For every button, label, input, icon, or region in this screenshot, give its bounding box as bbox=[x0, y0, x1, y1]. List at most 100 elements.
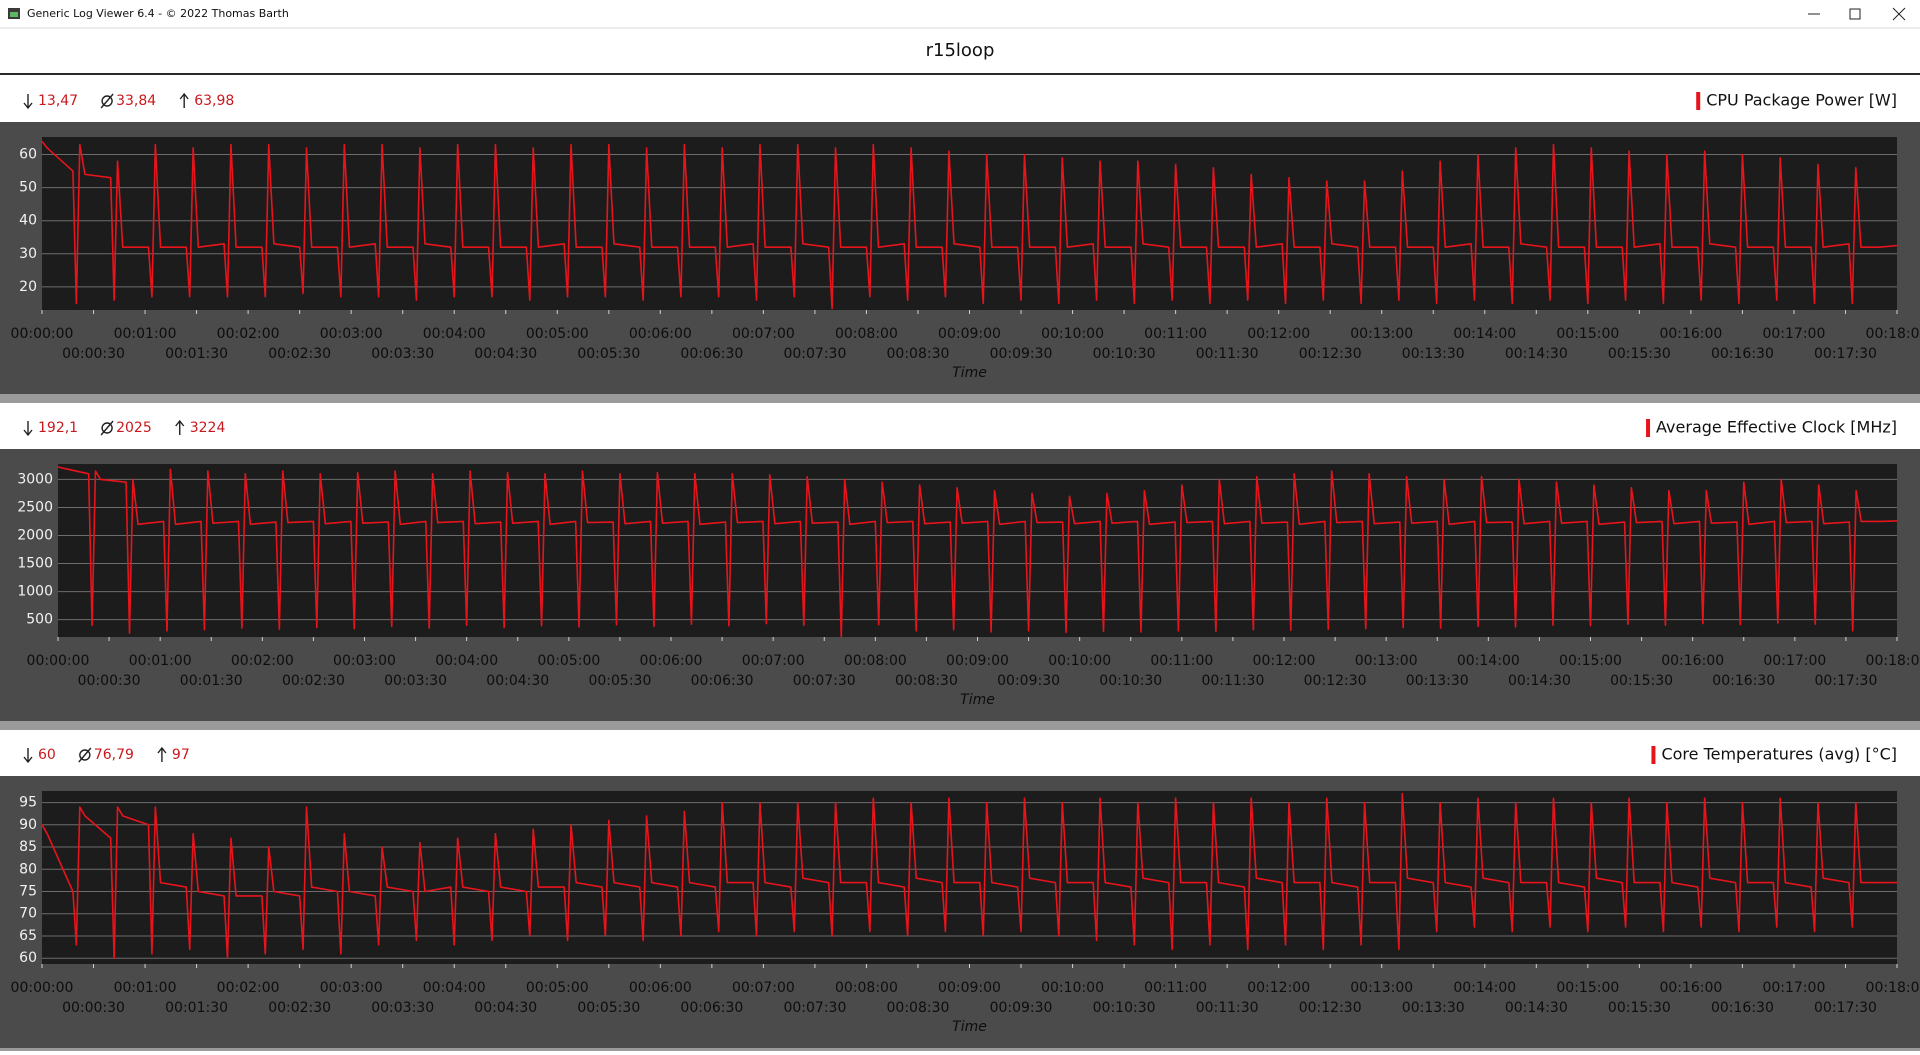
close-button[interactable] bbox=[1892, 7, 1906, 21]
x-tick-label: 00:15:30 bbox=[1610, 673, 1673, 689]
x-tick-label: 00:05:30 bbox=[577, 346, 640, 362]
y-tick-label: 500 bbox=[26, 612, 53, 628]
x-tick-label: 00:14:30 bbox=[1505, 346, 1568, 362]
x-tick-label: 00:15:30 bbox=[1608, 1000, 1671, 1016]
y-tick-label: 85 bbox=[19, 839, 37, 855]
stat-min: 13,47 bbox=[38, 93, 78, 109]
x-tick-label: 00:14:00 bbox=[1453, 980, 1516, 996]
x-tick-label: 00:05:30 bbox=[577, 1000, 640, 1016]
legend-marker bbox=[1646, 419, 1651, 437]
y-tick-label: 40 bbox=[19, 213, 37, 229]
x-tick-label: 00:13:30 bbox=[1402, 1000, 1465, 1016]
x-tick-label: 00:00:00 bbox=[27, 653, 90, 669]
x-tick-label: 00:16:00 bbox=[1659, 980, 1722, 996]
avg-symbol bbox=[101, 95, 113, 107]
x-tick-label: 00:04:00 bbox=[423, 326, 486, 342]
x-tick-label: 00:13:00 bbox=[1350, 980, 1413, 996]
x-tick-label: 00:07:30 bbox=[793, 673, 856, 689]
min-arrow bbox=[23, 748, 33, 764]
stat-avg: 2025 bbox=[116, 420, 152, 436]
header-border bbox=[0, 73, 1920, 75]
plot-area bbox=[42, 791, 1897, 964]
max-arrow bbox=[175, 419, 185, 435]
x-tick-label: 00:05:30 bbox=[588, 673, 651, 689]
x-tick-label: 00:01:00 bbox=[114, 980, 177, 996]
x-tick-label: 00:14:30 bbox=[1505, 1000, 1568, 1016]
legend-marker bbox=[1651, 746, 1656, 764]
x-tick-label: 00:15:00 bbox=[1556, 326, 1619, 342]
x-tick-label: 00:09:30 bbox=[990, 1000, 1053, 1016]
y-tick-label: 30 bbox=[19, 246, 37, 262]
x-tick-label: 00:08:00 bbox=[835, 980, 898, 996]
avg-symbol-slash bbox=[100, 420, 114, 436]
x-tick-label: 00:04:30 bbox=[474, 346, 537, 362]
x-tick-label: 00:16:00 bbox=[1659, 326, 1722, 342]
x-tick-label: 00:09:00 bbox=[946, 653, 1009, 669]
y-tick-label: 20 bbox=[19, 279, 37, 295]
x-tick-label: 00:00:00 bbox=[11, 326, 74, 342]
x-tick-label: 00:08:30 bbox=[895, 673, 958, 689]
stats-bar bbox=[0, 76, 1920, 122]
x-tick-label: 00:17:00 bbox=[1763, 653, 1826, 669]
x-tick-label: 00:01:30 bbox=[165, 1000, 228, 1016]
x-tick-label: 00:03:30 bbox=[384, 673, 447, 689]
legend-marker bbox=[1696, 92, 1701, 110]
x-tick-label: 00:06:00 bbox=[640, 653, 703, 669]
x-tick-label: 00:00:30 bbox=[62, 346, 125, 362]
x-tick-label: 00:14:00 bbox=[1457, 653, 1520, 669]
x-tick-label: 00:13:00 bbox=[1355, 653, 1418, 669]
x-tick-label: 00:03:30 bbox=[371, 1000, 434, 1016]
x-tick-label: 00:02:00 bbox=[217, 326, 280, 342]
x-tick-label: 00:18:00 bbox=[1866, 326, 1920, 342]
x-tick-label: 00:03:00 bbox=[333, 653, 396, 669]
maximize-button[interactable] bbox=[1849, 8, 1861, 20]
x-tick-label: 00:16:30 bbox=[1712, 673, 1775, 689]
x-tick-label: 00:17:00 bbox=[1762, 980, 1825, 996]
x-tick-label: 00:08:30 bbox=[887, 346, 950, 362]
x-tick-label: 00:06:30 bbox=[680, 1000, 743, 1016]
x-tick-label: 00:09:00 bbox=[938, 326, 1001, 342]
x-tick-label: 00:10:00 bbox=[1041, 980, 1104, 996]
stat-min: 192,1 bbox=[38, 420, 78, 436]
x-tick-label: 00:05:00 bbox=[537, 653, 600, 669]
x-tick-label: 00:01:00 bbox=[129, 653, 192, 669]
plot-area bbox=[58, 464, 1897, 637]
x-tick-label: 00:11:30 bbox=[1201, 673, 1264, 689]
y-tick-label: 50 bbox=[19, 180, 37, 196]
x-tick-label: 00:02:00 bbox=[231, 653, 294, 669]
x-tick-label: 00:00:30 bbox=[62, 1000, 125, 1016]
x-tick-label: 00:09:30 bbox=[997, 673, 1060, 689]
x-tick-label: 00:06:30 bbox=[680, 346, 743, 362]
x-tick-label: 00:04:00 bbox=[435, 653, 498, 669]
stat-max: 63,98 bbox=[194, 93, 234, 109]
x-tick-label: 00:04:00 bbox=[423, 980, 486, 996]
x-tick-label: 00:12:00 bbox=[1247, 980, 1310, 996]
x-axis-label: Time bbox=[952, 1019, 987, 1035]
data-line bbox=[42, 140, 1897, 310]
x-tick-label: 00:12:00 bbox=[1253, 653, 1316, 669]
x-tick-label: 00:07:00 bbox=[732, 980, 795, 996]
x-tick-label: 00:16:30 bbox=[1711, 346, 1774, 362]
x-tick-label: 00:16:00 bbox=[1661, 653, 1724, 669]
x-tick-label: 00:07:00 bbox=[732, 326, 795, 342]
x-tick-label: 00:13:30 bbox=[1406, 673, 1469, 689]
x-tick-label: 00:15:00 bbox=[1556, 980, 1619, 996]
x-tick-label: 00:10:00 bbox=[1041, 326, 1104, 342]
x-tick-label: 00:11:00 bbox=[1150, 653, 1213, 669]
y-tick-label: 65 bbox=[19, 928, 37, 944]
x-tick-label: 00:04:30 bbox=[486, 673, 549, 689]
chart-title: CPU Package Power [W] bbox=[1706, 91, 1897, 110]
x-tick-label: 00:17:30 bbox=[1814, 346, 1877, 362]
y-tick-label: 75 bbox=[19, 884, 37, 900]
x-tick-label: 00:01:00 bbox=[114, 326, 177, 342]
x-tick-label: 00:11:30 bbox=[1196, 346, 1259, 362]
panel-separator bbox=[0, 721, 1920, 730]
x-tick-label: 00:11:30 bbox=[1196, 1000, 1259, 1016]
file-title: r15loop bbox=[926, 40, 995, 61]
x-tick-label: 00:17:30 bbox=[1814, 673, 1877, 689]
data-line bbox=[42, 792, 1897, 960]
avg-symbol-slash bbox=[78, 747, 92, 763]
x-tick-label: 00:02:30 bbox=[268, 346, 331, 362]
x-tick-label: 00:12:30 bbox=[1299, 346, 1362, 362]
